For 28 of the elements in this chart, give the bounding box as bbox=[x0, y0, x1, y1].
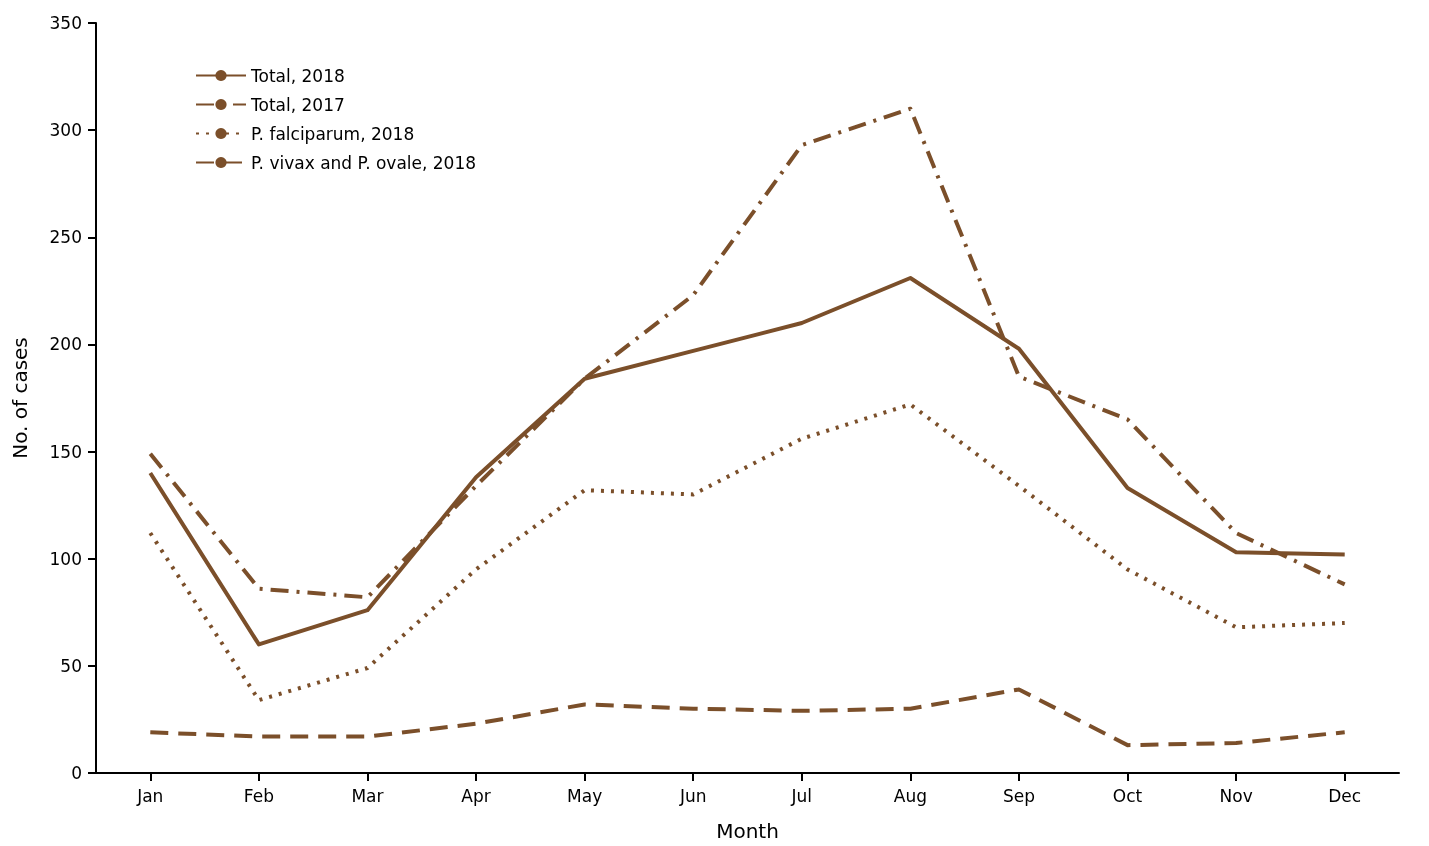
y-tick-label: 200 bbox=[49, 334, 82, 355]
line-series bbox=[148, 687, 1347, 748]
legend-label: P. falciparum, 2018 bbox=[251, 123, 415, 144]
x-tick-label: Nov bbox=[1219, 785, 1253, 806]
x-tick-label: Dec bbox=[1328, 785, 1362, 806]
x-tick-label: Feb bbox=[243, 785, 274, 806]
y-tick-label: 0 bbox=[71, 763, 82, 783]
x-tick-label: Aug bbox=[893, 785, 927, 806]
y-tick-label: 100 bbox=[49, 548, 82, 569]
x-tick-label: Mar bbox=[351, 785, 384, 806]
x-tick-label: Sep bbox=[1002, 785, 1035, 806]
y-tick-label: 150 bbox=[49, 441, 82, 462]
y-tick-label: 350 bbox=[49, 13, 82, 33]
x-tick-label: Jul bbox=[790, 785, 813, 806]
x-tick-label: Apr bbox=[461, 785, 491, 806]
x-axis-title: Month bbox=[716, 819, 779, 843]
legend-label: P. vivax and P. ovale, 2018 bbox=[251, 152, 477, 173]
x-tick-label: Oct bbox=[1112, 785, 1143, 806]
legend-label: Total, 2017 bbox=[250, 94, 345, 115]
y-tick-label: 300 bbox=[49, 120, 82, 141]
x-tick-label: Jun bbox=[678, 785, 707, 806]
legend-label: Total, 2018 bbox=[250, 65, 345, 86]
x-tick-label: May bbox=[567, 785, 603, 806]
y-tick-label: 250 bbox=[49, 227, 82, 248]
line-series bbox=[148, 402, 1347, 703]
y-tick-label: 50 bbox=[60, 655, 82, 676]
x-tick-label: Jan bbox=[136, 785, 164, 806]
y-axis-title: No. of cases bbox=[8, 337, 32, 459]
